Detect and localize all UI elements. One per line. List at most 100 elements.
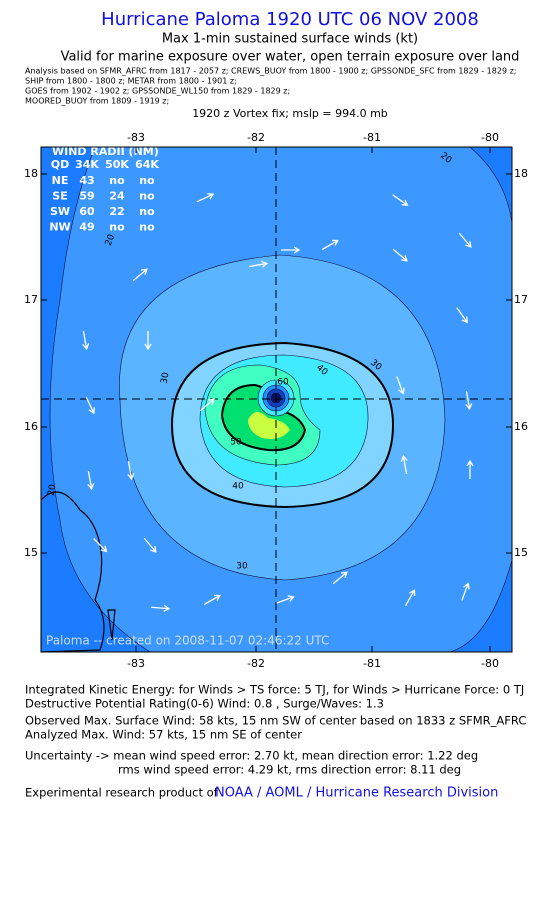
wind-arrow-shape — [127, 461, 135, 481]
wind-arrow-shape — [392, 248, 408, 262]
wind-arrow — [392, 248, 408, 262]
wind-arrow-shape — [332, 571, 348, 585]
vortex-fix: 1920 z Vortex fix; mslp = 994.0 mb — [192, 107, 388, 120]
lon-label: -80 — [481, 131, 499, 144]
radii-cell: 49 — [79, 221, 94, 234]
radii-cell: SW — [50, 205, 70, 218]
wind-arrow-shape — [150, 604, 171, 612]
wind-arrow-shape — [196, 192, 215, 203]
radii-cell: 24 — [109, 190, 125, 203]
lat-label: 18 — [514, 167, 528, 180]
footer-line: Uncertainty -> mean wind speed error: 2.… — [25, 749, 478, 763]
radii-cell: no — [139, 190, 155, 203]
credit: Paloma -- created on 2008-11-07 02:46:22… — [46, 634, 329, 648]
lat-label: 15 — [24, 546, 38, 559]
lat-label: 17 — [24, 293, 38, 306]
wind-arrow — [249, 260, 269, 268]
lat-label: 16 — [24, 420, 38, 433]
wind-arrow-shape — [466, 459, 474, 479]
radii-cell: SE — [52, 190, 67, 203]
lat-label: 15 — [514, 546, 528, 559]
wind-arrow — [466, 459, 474, 479]
footer-line: Observed Max. Surface Wind: 58 kts, 15 n… — [25, 714, 526, 728]
wind-arrow — [196, 192, 215, 203]
wind-arrow — [144, 331, 152, 351]
contour-label: 20 — [47, 483, 59, 496]
lon-label: -81 — [363, 657, 381, 670]
wind-arrow — [392, 194, 409, 206]
wind-arrow-shape — [82, 331, 90, 351]
wind-arrow — [199, 398, 215, 412]
wind-arrow-shape — [199, 398, 215, 412]
wind-arrow-shape — [400, 454, 408, 474]
wind-arrow — [465, 391, 473, 411]
wind-arrow — [127, 461, 135, 481]
radii-cell: no — [109, 174, 125, 187]
wind-arrow-shape — [321, 239, 339, 251]
footer-line: rms wind speed error: 4.29 kt, rms direc… — [118, 763, 461, 777]
radii-cell: 22 — [109, 205, 124, 218]
wind-arrow — [461, 582, 470, 601]
wind-arrow — [93, 538, 108, 553]
product-prefix: Experimental research product of — [25, 786, 219, 800]
wind-arrow — [396, 376, 405, 395]
wind-arrow — [321, 239, 339, 251]
contour-label: 30 — [160, 371, 172, 384]
wind-arrow-shape — [203, 594, 221, 606]
analysis: SHIP from 1800 - 1800 z; METAR from 1800… — [25, 77, 237, 86]
wind-arrow-shape — [132, 268, 148, 282]
lon-label: -82 — [247, 657, 265, 670]
lon-label: -83 — [127, 657, 145, 670]
radii-cell: 59 — [79, 190, 94, 203]
wind-arrow — [276, 595, 295, 604]
wind-arrow-shape — [396, 376, 405, 395]
radii-cell: 60 — [79, 205, 95, 218]
radii-header: 34K — [75, 158, 99, 171]
wind-arrow-shape — [93, 538, 108, 553]
wind-arrow-shape — [281, 246, 301, 254]
wind-arrow — [332, 571, 348, 585]
map-frame — [40, 146, 513, 653]
contour-label: 30 — [236, 562, 248, 572]
wind-arrow — [203, 594, 221, 606]
wind-arrow-shape — [276, 595, 295, 604]
wind-arrow-shape — [458, 232, 472, 248]
radii-cell: no — [109, 221, 125, 234]
lon-label: -82 — [247, 131, 265, 144]
wind-arrow — [400, 454, 408, 474]
lon-label: -81 — [363, 131, 381, 144]
footer-line: Destructive Potential Rating(0-6) Wind: … — [25, 697, 384, 711]
wind-arrow-shape — [144, 331, 152, 351]
wind-arrow — [458, 232, 472, 248]
radii-cell: NE — [52, 174, 69, 187]
wind-arrow — [404, 589, 416, 607]
wind-arrow-shape — [404, 589, 416, 607]
lat-label: 17 — [514, 293, 528, 306]
wind-arrow — [85, 396, 96, 415]
wind-arrow — [150, 604, 171, 612]
analysis: GOES from 1902 - 1902 z; GPSSONDE_WL150 … — [25, 87, 290, 96]
lat-label: 18 — [24, 167, 38, 180]
radii-cell: no — [139, 205, 155, 218]
wind-arrow-shape — [392, 194, 409, 206]
radii-header: 50K — [105, 158, 129, 171]
wind-arrow — [143, 537, 157, 553]
radii-cell: no — [139, 221, 155, 234]
contour-label: 40 — [232, 482, 244, 492]
analysis: MOORED_BUOY from 1809 - 1919 z; — [25, 97, 169, 106]
lat-label: 16 — [514, 420, 528, 433]
wind-arrow-shape — [143, 537, 157, 553]
wind-arrow-shape — [85, 396, 96, 415]
product-org[interactable]: NOAA / AOML / Hurricane Research Divisio… — [215, 786, 498, 801]
contour-label: 50 — [230, 438, 242, 448]
radii-header: 64K — [135, 158, 159, 171]
subtitle: Max 1-min sustained surface winds (kt) — [162, 32, 418, 47]
wind-arrow-shape — [461, 582, 470, 601]
wind-arrow — [82, 331, 90, 351]
footer-line: Integrated Kinetic Energy: for Winds > T… — [25, 683, 524, 697]
wind-arrow-shape — [465, 391, 473, 411]
footer-line: Analyzed Max. Wind: 57 kts, 15 nm SE of … — [25, 728, 302, 742]
validity: Valid for marine exposure over water, op… — [61, 50, 520, 65]
